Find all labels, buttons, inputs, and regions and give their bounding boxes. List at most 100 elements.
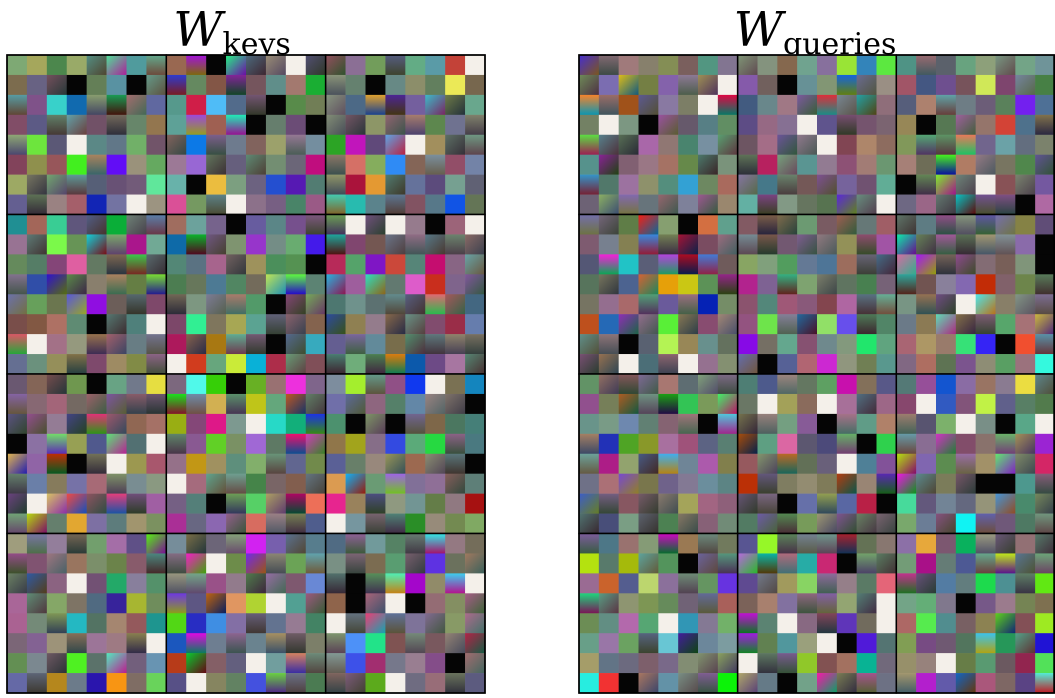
filter-patch xyxy=(445,593,466,614)
filter-patch xyxy=(405,55,426,76)
filter-patch xyxy=(405,413,426,435)
filter-patch xyxy=(757,393,778,415)
filter-patch xyxy=(465,214,486,235)
filter-patch xyxy=(385,134,406,155)
filter-patch xyxy=(896,593,917,614)
filter-patch xyxy=(146,413,167,435)
filter-patch xyxy=(737,55,758,76)
filter-patch xyxy=(26,433,48,455)
filter-patch xyxy=(106,533,127,554)
filter-patch xyxy=(146,174,167,195)
filter-patch xyxy=(817,653,838,674)
filter-patch xyxy=(265,413,287,435)
filter-patch xyxy=(757,294,778,315)
filter-patch xyxy=(146,94,167,116)
filter-patch xyxy=(896,334,917,355)
filter-patch xyxy=(405,433,426,455)
filter-patch xyxy=(206,55,227,76)
filter-patch xyxy=(955,473,976,494)
filter-patch xyxy=(777,413,798,435)
filter-patch xyxy=(345,174,366,195)
filter-patch xyxy=(66,94,87,116)
filter-patch xyxy=(325,314,346,335)
filter-patch xyxy=(936,413,957,435)
filter-block xyxy=(736,213,898,375)
filter-patch xyxy=(126,214,147,235)
filter-patch xyxy=(876,334,897,355)
filter-patch xyxy=(618,453,639,474)
filter-patch xyxy=(465,174,486,195)
filter-patch xyxy=(345,74,366,96)
filter-patch xyxy=(817,114,838,136)
filter-patch xyxy=(896,613,917,634)
filter-patch xyxy=(206,94,227,116)
filter-block xyxy=(578,54,739,216)
filter-patch xyxy=(345,473,366,494)
filter-patch xyxy=(1015,354,1036,375)
filter-patch xyxy=(975,254,996,275)
filter-patch xyxy=(896,413,917,435)
filter-patch xyxy=(797,473,818,494)
filter-patch xyxy=(896,174,917,195)
filter-patch xyxy=(385,174,406,195)
filter-patch xyxy=(797,254,818,275)
filter-patch xyxy=(385,254,406,275)
filter-patch xyxy=(598,633,619,654)
filter-patch xyxy=(817,473,838,494)
filter-patch xyxy=(995,94,1016,116)
filter-patch xyxy=(955,114,976,136)
filter-patch xyxy=(777,154,798,175)
filter-patch xyxy=(365,174,386,195)
filter-patch xyxy=(579,234,600,255)
filter-patch xyxy=(405,114,426,136)
filter-patch xyxy=(658,533,679,554)
filter-patch xyxy=(916,513,937,534)
filter-patch xyxy=(246,234,267,255)
filter-patch xyxy=(836,553,857,574)
filter-patch xyxy=(995,154,1016,175)
filter-patch xyxy=(975,154,996,175)
filter-patch xyxy=(465,55,486,76)
filter-patch xyxy=(166,473,187,494)
filter-patch xyxy=(757,134,778,155)
filter-patch xyxy=(186,274,207,295)
filter-patch xyxy=(385,354,406,375)
filter-patch xyxy=(658,274,679,295)
filter-patch xyxy=(658,473,679,494)
filter-patch xyxy=(86,94,107,116)
filter-patch xyxy=(698,154,719,175)
filter-patch xyxy=(936,94,957,116)
filter-patch xyxy=(717,74,738,96)
filter-patch xyxy=(445,374,466,395)
filter-patch xyxy=(579,354,600,375)
filter-patch xyxy=(836,493,857,514)
filter-patch xyxy=(66,513,87,534)
filter-patch xyxy=(26,393,48,415)
filter-patch xyxy=(896,294,917,315)
filter-patch xyxy=(246,334,267,355)
filter-patch xyxy=(166,214,187,235)
filter-patch xyxy=(717,453,738,474)
filter-patch xyxy=(936,613,957,634)
filter-patch xyxy=(638,393,659,415)
filter-patch xyxy=(975,374,996,395)
filter-patch xyxy=(856,393,877,415)
filter-patch xyxy=(405,254,426,275)
filter-patch xyxy=(955,74,976,96)
filter-patch xyxy=(265,114,287,136)
filter-patch xyxy=(425,533,446,554)
filter-patch xyxy=(26,354,48,375)
filter-patch xyxy=(345,613,366,634)
filter-patch xyxy=(638,214,659,235)
filter-patch xyxy=(638,354,659,375)
filter-patch xyxy=(305,513,326,534)
filter-patch xyxy=(285,533,307,554)
filter-patch xyxy=(226,134,247,155)
filter-patch xyxy=(836,274,857,295)
filter-patch xyxy=(425,573,446,594)
filter-patch xyxy=(579,74,600,96)
filter-patch xyxy=(916,493,937,514)
filter-patch xyxy=(876,134,897,155)
filter-patch xyxy=(618,673,639,694)
filter-patch xyxy=(717,433,738,455)
